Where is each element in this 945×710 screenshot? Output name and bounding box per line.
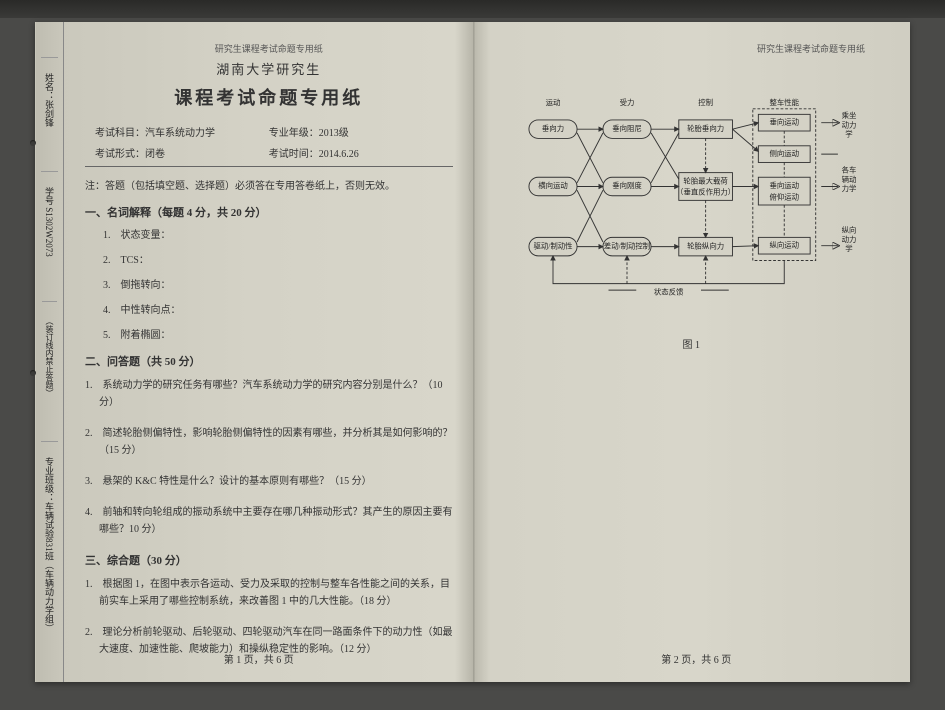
rlab-3-c: 学: [845, 244, 852, 253]
bind-name-label: 姓名：: [44, 73, 54, 100]
n-c4r2: 侧向运动: [769, 149, 799, 158]
col-h-3: 控制: [698, 98, 713, 107]
col-h-2: 受力: [619, 98, 634, 107]
page-1: 研究生课程考试命题专用纸 湖南大学研究生 课程考试命题专用纸 考试科目：汽车系统…: [35, 22, 483, 682]
rlab-2-a: 各车: [841, 166, 856, 175]
time-value: 2014.6.26: [319, 149, 359, 160]
rlab-3-a: 纵向: [841, 226, 856, 235]
n-c1r2: 横向运动: [538, 181, 568, 190]
section-2-heading: 二、问答题（共 50 分）: [85, 353, 453, 369]
meta-row-1: 考试科目：汽车系统动力学 专业年级：2013级: [85, 124, 453, 139]
n-c4r3a: 垂向运动: [769, 181, 799, 190]
rlab-2-b: 辆动: [841, 175, 856, 184]
figure-1-label: 图 1: [516, 336, 868, 351]
bind-class-label: 专业班级：: [44, 457, 54, 502]
n-c2r2: 垂向刚度: [612, 181, 642, 190]
bind-name-value: 张剑锋: [44, 100, 54, 127]
bind-id-value: S1302W2073: [44, 207, 54, 257]
binding-strip: 姓名：张剑锋 学号 S1302W2073 （装订线内禁止答题） 专业班级：车辆试…: [36, 22, 64, 682]
time-label: 考试时间：: [269, 149, 319, 160]
answer-note: 注：答题（包括填空题、选择题）必须答在专用答卷纸上，否则无效。: [85, 177, 453, 192]
bind-seal: （装订线内禁止答题）: [45, 317, 54, 397]
q1-3: 3. 倒拖转向：: [103, 278, 453, 293]
grade-label: 专业年级：: [269, 128, 319, 139]
q1-2: 2. TCS：: [103, 253, 453, 268]
n-c2r1: 垂向阻尼: [612, 124, 642, 133]
bind-class-value: 车辆试验831班（车辆动力学组）: [44, 502, 54, 633]
exam-paper: 研究生课程考试命题专用纸 湖南大学研究生 课程考试命题专用纸 考试科目：汽车系统…: [35, 22, 910, 682]
page-2: 研究生课程考试命题专用纸 运动 受力 控制 整车性能 垂向力: [483, 22, 911, 682]
rlab-1-b: 动力: [841, 120, 856, 129]
n-c1r1: 垂向力: [541, 124, 563, 133]
col-h-4: 整车性能: [769, 98, 799, 107]
n-c3r2b: （垂直反作用力）: [676, 188, 735, 197]
page-2-number: 第 2 页，共 6 页: [483, 651, 911, 666]
q1-5: 5. 附着椭圆：: [103, 328, 453, 343]
n-c4r4: 纵向运动: [769, 240, 799, 249]
q3-1: 1. 根据图 1，在图中表示各运动、受力及采取的控制与整车各性能之间的关系，目前…: [85, 576, 453, 610]
section-3-heading: 三、综合题（30 分）: [85, 552, 453, 568]
paper-title: 课程考试命题专用纸: [85, 84, 453, 110]
diagram-figure-1: 运动 受力 控制 整车性能 垂向力 横向运动 驱动/制动性 垂向阻尼 垂向刚度 …: [508, 85, 876, 351]
rlab-1-c: 学: [845, 130, 852, 139]
q2-1: 1. 系统动力学的研究任务有哪些？汽车系统动力学的研究内容分别是什么？（10 分…: [85, 377, 453, 411]
n-c4r3b: 俯仰运动: [769, 192, 799, 201]
q2-4: 4. 前轴和转向轮组成的振动系统中主要存在哪几种振动形式？其产生的原因主要有哪些…: [85, 504, 453, 538]
form-value: 闭卷: [145, 149, 165, 160]
bind-id-label: 学号: [44, 187, 54, 205]
n-c3r1: 轮胎垂向力: [687, 124, 724, 133]
meta-row-2: 考试形式：闭卷 考试时间：2014.6.26: [85, 145, 453, 160]
sub-header: 研究生课程考试命题专用纸: [85, 42, 453, 55]
form-label: 考试形式：: [95, 149, 145, 160]
university-name: 湖南大学研究生: [85, 59, 453, 78]
n-c1r3: 驱动/制动性: [533, 241, 572, 250]
subject-label: 考试科目：: [95, 128, 145, 139]
subject-value: 汽车系统动力学: [145, 128, 215, 139]
page-1-number: 第 1 页，共 6 页: [35, 651, 483, 666]
n-c4r1: 垂向运动: [769, 117, 799, 126]
n-c3r3: 轮胎纵向力: [687, 241, 724, 250]
rlab-2-c: 力学: [841, 184, 856, 193]
q2-2: 2. 简述轮胎侧偏特性，影响轮胎侧偏特性的因素有哪些，并分析其是如何影响的？（1…: [85, 425, 453, 459]
rlab-1-a: 乘坐: [841, 111, 856, 120]
q1-1: 1. 状态变量：: [103, 228, 453, 243]
q2-3: 3. 悬架的 K&C 特性是什么？设计的基本原则有哪些？（15 分）: [85, 473, 453, 490]
n-c2r3: 差动/制动控制: [603, 241, 649, 250]
col-h-1: 运动: [545, 98, 560, 107]
sub-header-2: 研究生课程考试命题专用纸: [508, 42, 866, 55]
section-1-heading: 一、名词解释（每题 4 分，共 20 分）: [85, 204, 453, 220]
q1-4: 4. 中性转向点：: [103, 303, 453, 318]
grade-value: 2013级: [319, 128, 349, 139]
feedback-label: 状态反馈: [653, 288, 683, 297]
n-c3r2a: 轮胎最大载荷: [683, 177, 728, 186]
rlab-3-b: 动力: [841, 235, 856, 244]
